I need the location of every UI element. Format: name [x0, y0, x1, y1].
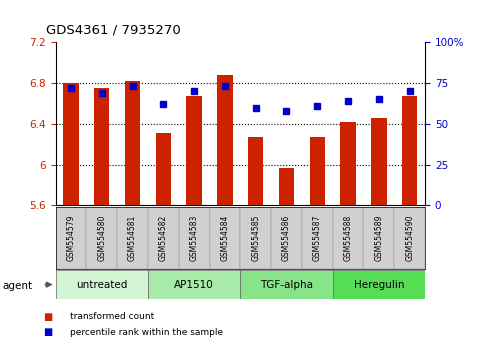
Bar: [125, 81, 140, 205]
Text: TGF-alpha: TGF-alpha: [260, 280, 313, 290]
Text: GSM554581: GSM554581: [128, 215, 137, 261]
Bar: [271, 207, 302, 269]
Bar: [186, 96, 202, 205]
Bar: [56, 207, 86, 269]
Text: AP1510: AP1510: [174, 280, 214, 290]
Bar: [86, 207, 117, 269]
Bar: [333, 207, 364, 269]
Text: transformed count: transformed count: [70, 312, 154, 321]
Text: GSM554585: GSM554585: [251, 215, 260, 261]
Text: GSM554579: GSM554579: [67, 215, 75, 261]
Text: ■: ■: [43, 312, 53, 322]
Bar: [333, 270, 425, 299]
Bar: [279, 168, 294, 205]
Bar: [240, 207, 271, 269]
Bar: [217, 75, 233, 205]
Text: Heregulin: Heregulin: [354, 280, 404, 290]
Text: GSM554589: GSM554589: [374, 215, 384, 261]
Text: percentile rank within the sample: percentile rank within the sample: [70, 327, 223, 337]
Bar: [364, 207, 394, 269]
Bar: [148, 207, 179, 269]
Bar: [248, 137, 263, 205]
Text: agent: agent: [2, 281, 32, 291]
Bar: [117, 207, 148, 269]
Bar: [371, 118, 386, 205]
Bar: [302, 207, 333, 269]
Bar: [310, 137, 325, 205]
Text: GSM554588: GSM554588: [343, 215, 353, 261]
Text: GSM554582: GSM554582: [159, 215, 168, 261]
Bar: [210, 207, 240, 269]
Text: GSM554580: GSM554580: [97, 215, 106, 261]
Bar: [56, 270, 148, 299]
Bar: [148, 270, 241, 299]
Bar: [94, 88, 110, 205]
Bar: [156, 133, 171, 205]
Text: ■: ■: [43, 327, 53, 337]
Text: GSM554584: GSM554584: [220, 215, 229, 261]
Text: GSM554583: GSM554583: [190, 215, 199, 261]
Text: GSM554590: GSM554590: [405, 215, 414, 261]
Bar: [394, 207, 425, 269]
Bar: [240, 270, 333, 299]
Bar: [341, 122, 356, 205]
Text: GSM554586: GSM554586: [282, 215, 291, 261]
Bar: [179, 207, 210, 269]
Bar: [63, 83, 79, 205]
Bar: [402, 96, 417, 205]
Text: GDS4361 / 7935270: GDS4361 / 7935270: [46, 23, 181, 36]
Text: GSM554587: GSM554587: [313, 215, 322, 261]
Text: untreated: untreated: [76, 280, 128, 290]
